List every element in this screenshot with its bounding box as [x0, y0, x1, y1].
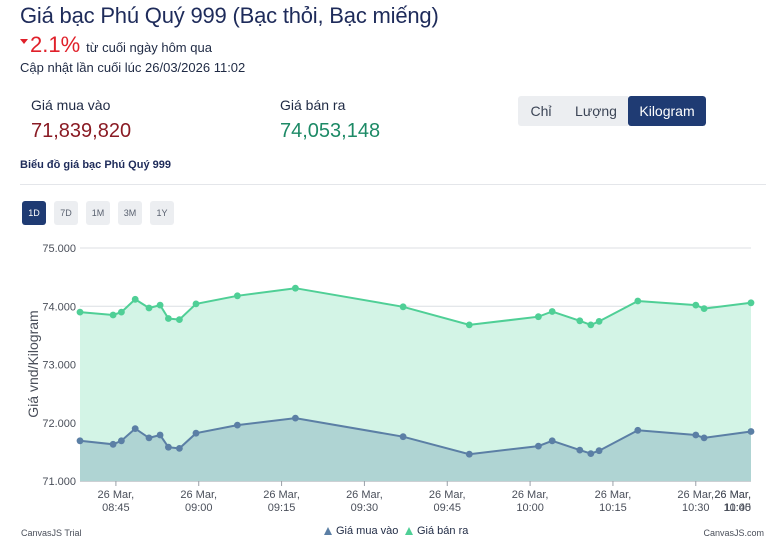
range-tab-1d[interactable]: 1D — [22, 201, 46, 225]
data-point[interactable] — [535, 313, 542, 321]
data-point[interactable] — [465, 321, 473, 329]
data-point[interactable] — [548, 308, 556, 315]
data-point[interactable] — [595, 318, 603, 325]
data-point[interactable] — [399, 433, 407, 441]
data-point[interactable] — [234, 421, 241, 429]
data-point[interactable] — [700, 434, 708, 442]
unit-tab-luong[interactable]: Lượng — [564, 96, 628, 126]
data-point[interactable] — [76, 308, 84, 316]
data-point[interactable] — [587, 321, 595, 329]
data-point[interactable] — [176, 445, 183, 452]
data-point[interactable] — [131, 295, 139, 303]
data-point[interactable] — [576, 446, 584, 454]
data-point[interactable] — [109, 311, 117, 319]
data-point[interactable] — [576, 317, 584, 325]
range-tab-7d[interactable]: 7D — [54, 201, 78, 225]
data-point[interactable] — [634, 297, 642, 305]
last-updated: Cập nhật lần cuối lúc 26/03/2026 11:02 — [20, 60, 246, 75]
data-point[interactable] — [118, 437, 125, 445]
data-point[interactable] — [747, 299, 755, 307]
data-point[interactable] — [747, 428, 755, 435]
data-point[interactable] — [399, 303, 407, 311]
buy-price-label: Giá mua vào — [31, 97, 111, 113]
data-point[interactable] — [292, 284, 299, 292]
range-tab-3m[interactable]: 3M — [118, 201, 142, 225]
data-point[interactable] — [234, 292, 241, 300]
data-point[interactable] — [700, 305, 708, 312]
change-description: từ cuối ngày hôm qua — [86, 40, 212, 55]
sell-price-value: 74,053,148 — [280, 120, 381, 142]
data-point[interactable] — [292, 414, 299, 422]
change-percent: 2.1% — [30, 32, 81, 57]
data-point[interactable] — [465, 450, 473, 458]
page-title: Giá bạc Phú Quý 999 (Bạc thỏi, Bạc miếng… — [20, 3, 439, 28]
data-point[interactable] — [176, 316, 183, 323]
data-point[interactable] — [156, 431, 164, 439]
data-point[interactable] — [131, 425, 139, 432]
data-point[interactable] — [587, 450, 595, 457]
range-selector: 1D 7D 1M 3M 1Y — [22, 201, 174, 225]
range-tab-1m[interactable]: 1M — [86, 201, 110, 225]
data-point[interactable] — [145, 434, 153, 442]
data-point[interactable] — [692, 301, 700, 309]
data-point[interactable] — [165, 443, 172, 451]
data-point[interactable] — [535, 442, 542, 450]
data-point[interactable] — [118, 308, 125, 316]
buy-price-value: 71,839,820 — [31, 120, 132, 142]
data-point[interactable] — [595, 447, 603, 455]
data-point[interactable] — [192, 300, 200, 308]
range-tab-1y[interactable]: 1Y — [150, 201, 174, 225]
price-change: 2.1% từ cuối ngày hôm qua — [20, 32, 212, 58]
data-point[interactable] — [109, 440, 117, 448]
sell-price-label: Giá bán ra — [280, 97, 346, 113]
unit-tab-kilogram[interactable]: Kilogram — [628, 96, 706, 126]
data-point[interactable] — [192, 429, 200, 437]
data-point[interactable] — [548, 437, 556, 445]
data-point[interactable] — [76, 437, 84, 445]
data-point[interactable] — [145, 304, 153, 312]
data-point[interactable] — [634, 426, 642, 434]
data-point[interactable] — [156, 301, 164, 309]
unit-selector: Chỉ Lượng Kilogram — [518, 96, 706, 126]
data-point[interactable] — [165, 315, 172, 322]
down-arrow-icon — [20, 39, 28, 44]
chart-caption: Biểu đồ giá bạc Phú Quý 999 — [20, 159, 171, 171]
data-point[interactable] — [692, 431, 700, 439]
chart-panel — [20, 184, 766, 535]
unit-tab-chi[interactable]: Chỉ — [518, 96, 564, 126]
